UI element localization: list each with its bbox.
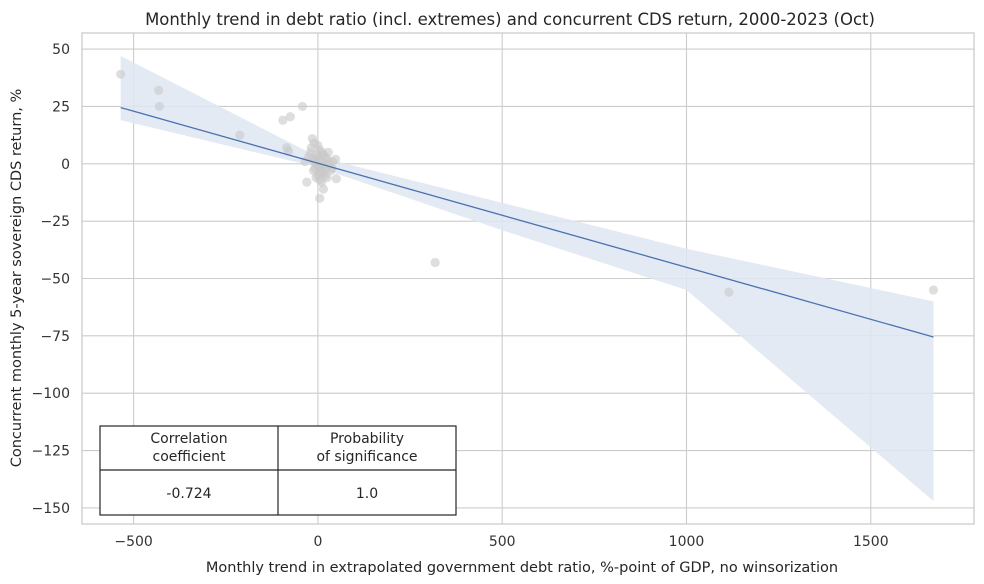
table-value-correlation: -0.724 [166,486,211,502]
data-point [328,156,338,167]
data-point [302,177,312,187]
data-point [297,101,308,112]
table-header-probability: Probability of significance [316,431,417,465]
table-header-correlation: Correlation coefficient [150,431,227,465]
x-tick-label: 0 [313,534,322,550]
y-axis-title: Concurrent monthly 5-year sovereign CDS … [9,89,25,468]
y-tick-label: −50 [40,272,70,288]
data-point [306,143,316,153]
y-tick-label: −25 [40,214,70,230]
y-tick-label: −150 [32,501,70,517]
table-value-probability: 1.0 [356,486,378,502]
data-point [285,112,295,122]
plot-frame [81,32,975,525]
data-point [724,287,734,297]
data-point [283,146,294,156]
x-tick-label: 500 [489,534,516,550]
data-point [322,172,332,183]
data-point [331,174,341,184]
stats-table: Correlation coefficient Probability of sig… [99,425,457,516]
x-tick-label: −500 [114,534,152,550]
data-point [314,154,324,164]
data-points [116,69,939,297]
data-point [235,130,245,140]
data-point [928,285,939,295]
data-point [323,147,333,157]
y-tick-label: 50 [52,42,70,58]
x-tick-label: 1500 [853,534,889,550]
data-point [154,101,165,112]
y-tick-label: −100 [32,386,70,402]
data-point [430,257,440,268]
y-tick-label: −75 [40,329,70,345]
data-point [315,168,326,178]
x-tick-label: 1000 [669,534,705,550]
y-tick-label: 25 [52,99,70,115]
data-point [278,115,288,125]
data-point [318,184,329,194]
y-tick-label: 0 [61,157,70,173]
x-tick-labels: −500 0 500 1000 1500 [114,534,888,550]
regression-line [120,106,934,338]
y-tick-labels: 50 25 0 −25 −50 −75 −100 −125 −150 [32,42,70,517]
data-point [315,193,325,203]
chart-title: Monthly trend in debt ratio (incl. extre… [145,10,875,29]
x-axis-title: Monthly trend in extrapolated government… [206,560,838,576]
data-point [154,85,164,95]
y-tick-label: −125 [32,444,70,460]
data-point [116,69,126,79]
regression-line-group [120,106,934,338]
